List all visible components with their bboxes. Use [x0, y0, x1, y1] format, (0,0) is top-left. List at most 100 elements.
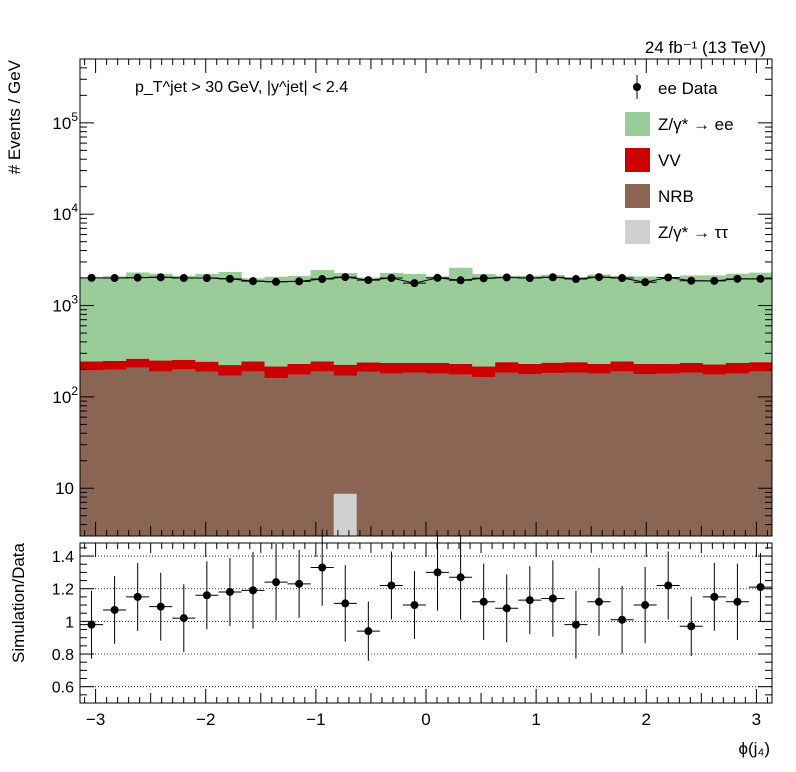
ratio-y-tick-label-3: 1.2 [52, 582, 74, 599]
ratio-point-7 [249, 586, 257, 595]
ratio-point-2 [133, 592, 142, 601]
data-point-23 [618, 274, 627, 283]
ratio-point-28 [733, 597, 742, 606]
bar-vv-6 [218, 365, 242, 376]
bar-zee-24 [633, 276, 658, 364]
legend-swatch-2 [625, 148, 650, 172]
data-point-8 [272, 277, 281, 286]
data-point-28 [733, 274, 742, 283]
x-tick-label-4: 1 [531, 710, 540, 729]
bar-nrb-26 [679, 372, 704, 536]
bar-nrb-12 [356, 371, 381, 536]
data-point-2 [133, 273, 142, 282]
bar-ztautau-11 [333, 493, 357, 536]
bar-vv-29 [748, 362, 773, 372]
ratio-point-18 [502, 604, 511, 613]
bar-nrb-14 [402, 372, 427, 536]
bar-vv-7 [241, 361, 265, 372]
bar-nrb-6 [218, 375, 242, 536]
bar-nrb-2 [126, 367, 150, 536]
ratio-point-16 [456, 573, 465, 582]
x-tick-label-0: −3 [86, 710, 105, 729]
ratio-point-12 [364, 627, 373, 636]
ratio-points [80, 529, 772, 661]
bar-zee-10 [310, 269, 335, 362]
bar-nrb-21 [564, 372, 588, 536]
ratio-point-1 [110, 605, 119, 614]
legend-swatch-1 [625, 112, 650, 136]
x-tick-label-1: −2 [196, 710, 215, 729]
x-axis-title: ϕ(j₄) [738, 739, 770, 758]
data-point-27 [710, 276, 719, 285]
data-point-10 [318, 275, 327, 284]
y-tick-label: 105 [52, 110, 78, 133]
bar-zee-23 [610, 276, 634, 362]
bar-zee-17 [472, 273, 496, 367]
ratio-point-8 [272, 578, 281, 587]
data-point-1 [110, 274, 119, 283]
bar-nrb-8 [264, 378, 288, 536]
bar-vv-26 [679, 362, 704, 373]
x-tick-label-3: 0 [421, 710, 430, 729]
bar-vv-19 [518, 363, 542, 375]
bar-vv-25 [656, 363, 681, 374]
legend: ee Data Z/γ* → ee VV NRB Z/γ* → ττ [625, 75, 734, 244]
bar-zee-9 [287, 275, 312, 364]
ratio-point-27 [710, 592, 719, 601]
bar-zee-4 [172, 275, 196, 360]
ratio-y-tick-label-1: 0.8 [52, 647, 74, 664]
ratio-point-9 [295, 579, 304, 588]
main-y-axis: 10 102 103 104 105 [52, 58, 772, 537]
bar-zee-25 [656, 277, 681, 364]
bar-nrb-4 [172, 369, 196, 536]
ratio-point-29 [756, 583, 765, 592]
bar-zee-13 [379, 272, 404, 363]
bar-zee-27 [702, 275, 727, 365]
bar-vv-15 [426, 362, 450, 374]
ratio-point-19 [525, 596, 534, 605]
bar-zee-20 [541, 274, 565, 363]
data-point-0 [87, 273, 96, 282]
bar-vv-9 [287, 363, 312, 375]
ratio-point-6 [225, 587, 234, 596]
y-tick-label: 103 [52, 293, 78, 316]
data-point-22 [595, 273, 603, 282]
bar-zee-21 [564, 276, 588, 363]
ratio-point-24 [641, 601, 650, 610]
bar-nrb-1 [103, 369, 127, 536]
data-point-25 [664, 273, 673, 282]
luminosity-label: 24 fb⁻¹ (13 TeV) [645, 38, 766, 57]
bar-nrb-10 [310, 371, 335, 536]
bar-vv-11 [333, 364, 358, 376]
bar-vv-17 [472, 366, 496, 378]
ratio-point-0 [87, 620, 96, 629]
data-point-14 [410, 279, 419, 288]
data-point-15 [433, 273, 442, 282]
ratio-plot-panel: 0.6 0.8 1 1.2 1.4 −3 −2 −1 0 1 2 3 Simulation/Data… [9, 529, 773, 758]
main-plot-panel: 10 102 103 104 105 # Events / GeV 24 fb⁻¹ (1… [5, 38, 773, 537]
ratio-point-10 [318, 563, 327, 572]
bar-nrb-3 [149, 371, 173, 536]
legend-label-1: Z/γ* → ee [658, 115, 734, 134]
bar-vv-2 [126, 358, 150, 368]
bar-zee-12 [356, 277, 381, 363]
bar-zee-26 [679, 275, 704, 363]
data-point-29 [756, 274, 765, 283]
ratio-point-5 [202, 591, 211, 600]
bar-vv-27 [702, 364, 727, 375]
ratio-point-14 [410, 601, 419, 610]
bar-zee-19 [518, 275, 542, 364]
legend-label-0: ee Data [658, 79, 718, 98]
bar-vv-22 [587, 363, 611, 374]
bar-nrb-22 [587, 373, 611, 536]
bar-zee-15 [426, 276, 450, 363]
bar-vv-20 [541, 362, 565, 374]
bar-vv-28 [725, 362, 750, 374]
data-point-12 [364, 276, 373, 285]
bar-nrb-0 [80, 370, 104, 536]
bar-vv-12 [356, 362, 381, 372]
ratio-plot-background [80, 543, 772, 703]
bar-vv-8 [264, 366, 288, 379]
ratio-point-22 [595, 597, 603, 606]
